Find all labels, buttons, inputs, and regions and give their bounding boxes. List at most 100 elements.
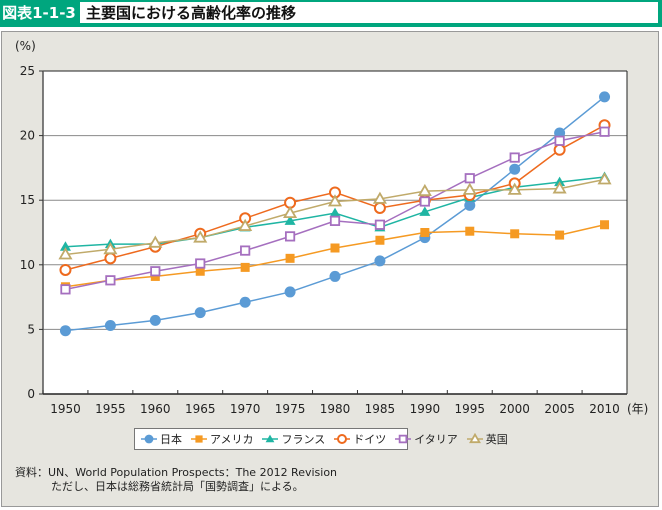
data-point xyxy=(329,270,341,282)
legend-marker xyxy=(468,433,481,444)
series-4 xyxy=(60,126,610,295)
plot-area xyxy=(43,71,627,394)
legend-label: 英国 xyxy=(485,433,508,446)
legend-marker-icon xyxy=(141,434,157,444)
legend-item: ドイツ xyxy=(334,431,386,447)
data-point xyxy=(372,191,387,204)
data-point xyxy=(195,266,205,276)
data-point xyxy=(193,230,208,243)
figure-header: 図表1-1-3 主要国における高齢化率の推移 xyxy=(0,0,662,27)
data-point xyxy=(374,255,386,267)
legend-item: イタリア xyxy=(395,431,458,447)
data-point xyxy=(507,182,522,195)
x-tick-label: 1975 xyxy=(275,402,306,416)
data-point xyxy=(58,247,73,260)
legend-item: フランス xyxy=(262,431,325,447)
data-point xyxy=(330,243,340,253)
x-axis-unit: (年) xyxy=(627,402,648,416)
axes xyxy=(42,70,628,395)
data-point xyxy=(105,275,116,286)
legend-marker-icon xyxy=(191,435,207,443)
data-point xyxy=(419,206,431,216)
source-note: 資料：UN、World Population Prospects：The 201… xyxy=(15,466,337,494)
data-point xyxy=(60,284,71,295)
data-point xyxy=(329,215,341,226)
data-point xyxy=(59,241,71,251)
data-point xyxy=(417,183,432,197)
data-point xyxy=(465,226,475,236)
legend-marker xyxy=(266,434,275,443)
data-point xyxy=(420,228,430,237)
x-tick-label: 1980 xyxy=(320,402,351,416)
x-tick-label: 1990 xyxy=(410,402,441,416)
legend-marker xyxy=(144,434,154,444)
figure-title: 主要国における高齢化率の推移 xyxy=(80,2,658,23)
data-point xyxy=(599,126,610,137)
legend-label: フランス xyxy=(281,433,326,446)
data-point xyxy=(419,196,430,207)
data-point xyxy=(284,215,296,225)
y-tick-label: 20 xyxy=(20,129,35,143)
data-point xyxy=(375,235,385,245)
data-point xyxy=(240,245,251,256)
data-point xyxy=(240,262,250,272)
data-point xyxy=(327,194,343,207)
data-point xyxy=(464,199,476,211)
source-line-1: 資料：UN、World Population Prospects：The 201… xyxy=(15,466,338,479)
data-point xyxy=(509,163,521,175)
legend-item: 日本 xyxy=(141,431,182,447)
x-tick-label: 1985 xyxy=(365,402,396,416)
legend-marker-icon xyxy=(262,434,279,443)
data-point xyxy=(148,235,163,248)
data-point xyxy=(104,320,116,332)
x-tick-label: 2000 xyxy=(499,402,530,416)
data-point xyxy=(462,182,477,195)
data-point xyxy=(150,266,161,277)
data-point xyxy=(150,271,160,281)
data-point xyxy=(284,286,296,298)
data-point xyxy=(553,143,566,156)
data-point xyxy=(284,231,296,242)
y-tick-label: 15 xyxy=(20,193,35,207)
data-point xyxy=(373,201,386,214)
y-tick-label: 10 xyxy=(20,258,35,272)
data-point xyxy=(149,314,161,326)
data-point xyxy=(374,219,386,230)
x-tick-label: 1995 xyxy=(454,402,485,416)
legend-label: 日本 xyxy=(160,433,182,446)
legend-item: アメリカ xyxy=(191,431,253,447)
source-line-2: ただし、日本は総務省統計局「国勢調査」による。 xyxy=(51,480,304,493)
data-point xyxy=(510,229,520,239)
data-point xyxy=(329,207,341,218)
data-point xyxy=(554,135,565,146)
x-axis-ticks: 1950 1955 1960 1965 1970 1975 1980 1985 1990 1995… xyxy=(42,390,628,416)
data-point xyxy=(555,230,565,240)
y-axis-ticks: 0 5 10 15 20 25 xyxy=(20,64,43,401)
legend-marker-icon xyxy=(334,434,351,444)
data-point xyxy=(285,253,295,263)
legend-marker xyxy=(337,434,348,444)
legend-label: イタリア xyxy=(414,433,458,446)
series-5 xyxy=(58,172,612,260)
legend-label: ドイツ xyxy=(353,433,387,446)
legend-marker xyxy=(195,435,203,443)
data-point xyxy=(239,296,251,308)
data-point xyxy=(238,218,253,231)
y-tick-label: 25 xyxy=(20,64,35,78)
legend-marker-icon xyxy=(466,433,483,444)
x-tick-label: 2005 xyxy=(544,402,575,416)
data-point xyxy=(552,181,567,194)
data-point xyxy=(194,307,206,319)
data-point xyxy=(195,258,206,269)
y-axis-unit: (%) xyxy=(15,39,36,53)
y-tick-label: 0 xyxy=(27,387,35,401)
legend-item: 英国 xyxy=(466,431,508,447)
data-point xyxy=(600,220,610,230)
x-tick-label: 2010 xyxy=(589,402,620,416)
data-point xyxy=(104,252,117,265)
series-group xyxy=(58,91,612,337)
legend: 日本 アメリカ フランス ドイツ イタリア 英国 xyxy=(134,428,508,450)
data-point xyxy=(59,325,71,337)
data-point xyxy=(283,205,298,219)
